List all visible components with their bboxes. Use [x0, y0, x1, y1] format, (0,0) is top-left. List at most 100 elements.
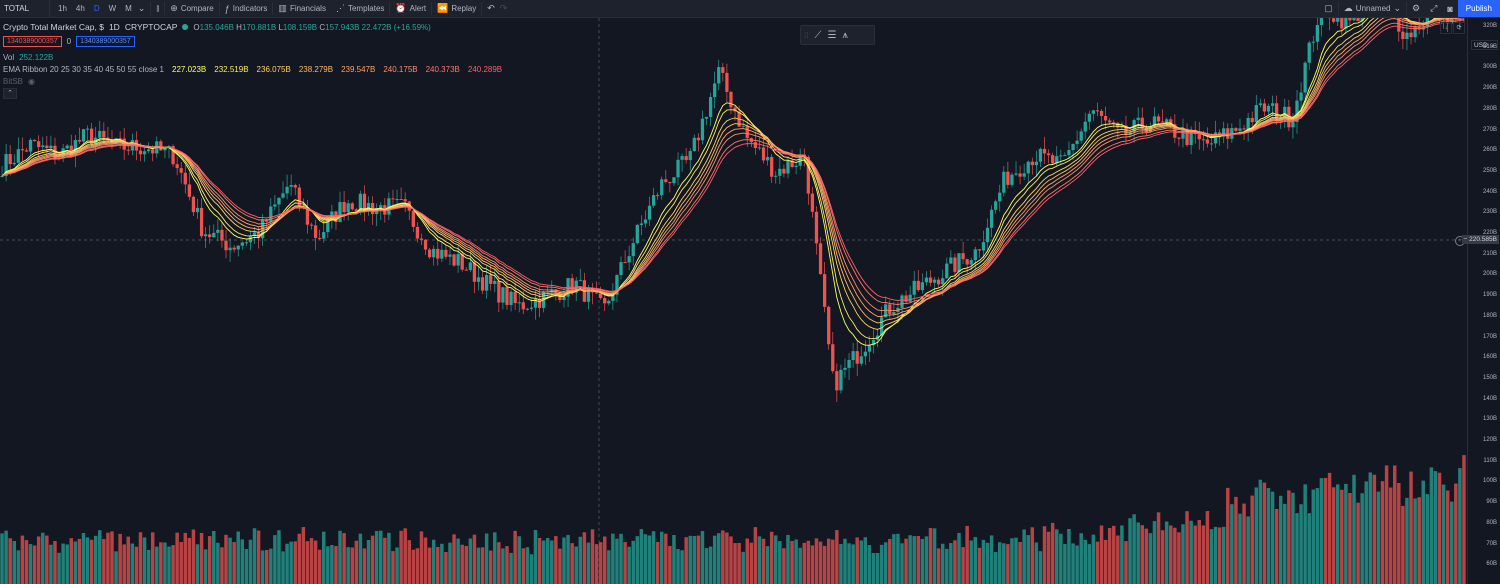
drawing-toolbar: ⁞⁞ ⟋ ☰ ⩚: [800, 25, 875, 45]
volume-bar: [77, 538, 82, 584]
lines-icon[interactable]: ☰: [827, 29, 837, 41]
candle-body: [847, 360, 851, 368]
publish-button[interactable]: Publish: [1457, 0, 1500, 17]
volume-bar: [1099, 525, 1104, 584]
layout-toggle-button[interactable]: ▢: [1319, 0, 1338, 17]
volume-bar: [98, 530, 102, 584]
eye-icon[interactable]: ◉: [28, 76, 35, 86]
scroll-down-button[interactable]: ↓: [1440, 22, 1452, 34]
volume-bar: [692, 536, 697, 584]
hidden-indicator-row[interactable]: BitSB ◉: [3, 75, 505, 87]
undo-button[interactable]: ↶: [482, 0, 500, 17]
interval-1h[interactable]: 1h: [58, 4, 67, 13]
candle-body: [920, 282, 924, 291]
trend-line-icon[interactable]: ⟋: [814, 29, 822, 41]
settings-button[interactable]: ⚙: [1407, 0, 1425, 17]
price-tick: 120B: [1482, 437, 1497, 443]
price-chart[interactable]: [0, 18, 1468, 584]
ema-value-50: 240.373B: [425, 64, 460, 74]
volume-bar: [965, 525, 969, 584]
volume-bar: [8, 538, 12, 584]
divider: [431, 2, 433, 15]
buy-button[interactable]: 1340389000357: [76, 35, 135, 47]
redo-button[interactable]: ↷: [500, 0, 513, 17]
candle-body: [745, 125, 749, 139]
price-tick: 160B: [1482, 354, 1497, 361]
financials-button[interactable]: ▥ Financials: [273, 0, 331, 17]
indicators-button[interactable]: ƒ Indicators: [220, 0, 273, 17]
layout-name-button[interactable]: ☁ Unnamed ⌄: [1339, 0, 1406, 17]
candle-body: [138, 150, 143, 155]
volume-bar: [843, 538, 847, 584]
interval-w[interactable]: W: [108, 4, 117, 13]
candle-body: [562, 296, 566, 301]
replay-button[interactable]: ⏪ Replay: [432, 0, 481, 17]
volume-bar: [1344, 483, 1348, 584]
crosshair-price-label: − 220.585B: [1461, 235, 1499, 244]
change-value: 22.472B (+16.59%): [361, 22, 431, 32]
candle-body: [85, 128, 90, 130]
volume-bar: [541, 540, 546, 584]
chart-style-button[interactable]: ⫾: [151, 0, 164, 17]
collapse-legend-button[interactable]: ⌃: [3, 87, 17, 99]
snapshot-button[interactable]: ◙: [1442, 0, 1457, 17]
volume-bar: [1164, 521, 1169, 584]
volume-bar: [904, 538, 908, 584]
volume-bar: [248, 539, 253, 584]
volume-bar: [199, 532, 204, 584]
templates-button[interactable]: ⋰ Templates: [331, 0, 389, 17]
volume-bar: [1193, 525, 1197, 584]
candle-body: [269, 206, 273, 222]
drag-handle-icon[interactable]: ⁞⁞: [804, 30, 809, 40]
volume-bar: [696, 535, 701, 584]
volume-bar: [163, 542, 167, 584]
currency-selector[interactable]: USD ⌄: [1471, 40, 1498, 50]
sell-button[interactable]: 1340389000357: [3, 35, 62, 47]
volume-bar: [57, 552, 61, 584]
ohlc-values: O135.046B H170.881B L108.159B C157.943B …: [193, 22, 430, 33]
candle-body: [599, 293, 603, 299]
price-tick: 180B: [1482, 312, 1497, 319]
interval-d[interactable]: D: [93, 4, 100, 13]
price-tick: 280B: [1482, 105, 1497, 112]
compare-button[interactable]: ⊕ Compare: [165, 0, 218, 17]
interval-4h[interactable]: 4h: [75, 4, 85, 13]
candle-body: [676, 159, 680, 178]
alert-button[interactable]: ⏰ Alert: [390, 0, 431, 17]
volume-bar: [1205, 511, 1210, 584]
candle-body: [550, 289, 554, 292]
interval-m[interactable]: M: [125, 4, 132, 13]
candle-body: [704, 116, 709, 119]
price-axis[interactable]: USD ⌄ 320B 310B 300B 290B 280B 270B 260B 250B 24…: [1467, 18, 1500, 584]
volume-bar: [1311, 489, 1316, 584]
volume-bar: [1095, 541, 1100, 584]
volume-bar: [1278, 495, 1283, 584]
candle-body: [387, 198, 391, 215]
volume-bar: [1376, 491, 1381, 584]
candle-body: [717, 67, 721, 84]
volume-bar: [374, 530, 379, 584]
ema-ribbon-row[interactable]: EMA Ribbon 20 25 30 35 40 45 50 55 close…: [3, 63, 505, 75]
candle-body: [346, 203, 350, 213]
replay-label: Replay: [451, 4, 477, 13]
volume-bar: [395, 547, 399, 584]
fullscreen-button[interactable]: ⤢: [1425, 0, 1442, 17]
candle-body: [680, 156, 684, 160]
candle-body: [863, 351, 867, 357]
candle-body: [656, 195, 660, 197]
candle-body: [843, 367, 847, 370]
volume-bar: [293, 541, 297, 584]
volume-bar: [69, 538, 73, 584]
cloud-icon: ☁: [1343, 3, 1353, 13]
volume-bar: [1299, 504, 1303, 584]
volume-bar: [155, 546, 159, 584]
chevron-down-icon[interactable]: ⌄: [137, 3, 146, 13]
reset-chart-button[interactable]: ⟳: [1453, 22, 1465, 34]
candle-body: [330, 211, 334, 219]
pattern-icon[interactable]: ⩚: [842, 29, 849, 41]
volume-bar: [602, 536, 607, 584]
symbol-search[interactable]: TOTAL: [0, 0, 50, 17]
volume-bar: [114, 551, 118, 584]
candle-body: [126, 149, 130, 151]
candle-body: [89, 128, 94, 145]
